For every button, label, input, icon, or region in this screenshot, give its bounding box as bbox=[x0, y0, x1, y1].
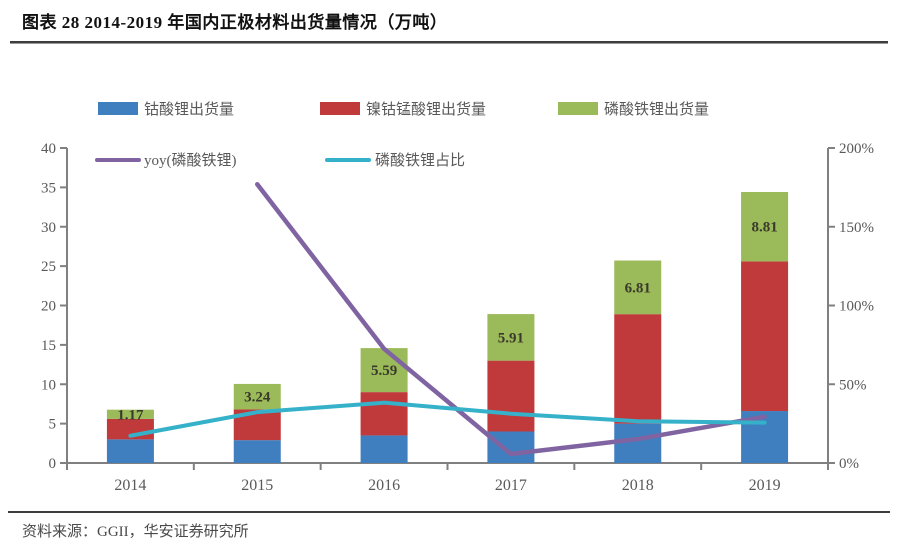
x-axis-category-label: 2019 bbox=[749, 477, 781, 494]
legend-item-yoy: yoy(磷酸铁锂) bbox=[95, 149, 237, 170]
bar-value-label: 6.81 bbox=[625, 280, 651, 296]
bar-segment-2014-0 bbox=[106, 439, 154, 463]
left-axis-tick-label: 25 bbox=[41, 259, 56, 275]
page-title: 图表 28 2014-2019 年国内正极材料出货量情况（万吨） bbox=[22, 13, 448, 32]
bar-segment-2017-2 bbox=[487, 314, 535, 361]
left-axis-tick-label: 30 bbox=[41, 220, 56, 236]
bar-value-label: 1.17 bbox=[117, 407, 144, 423]
footer-divider bbox=[8, 511, 890, 513]
bar-segment-2019-1 bbox=[741, 261, 789, 412]
bar-data-labels: 1.17 3.24 5.59 5.91 6.81 8.81 bbox=[117, 220, 777, 424]
bar-value-label: 3.24 bbox=[244, 390, 271, 406]
right-axis-tick-label: 150% bbox=[839, 220, 874, 236]
right-axis-tick-label: 0% bbox=[839, 456, 859, 472]
left-axis-tick-label: 5 bbox=[49, 417, 57, 433]
legend-item-lfp-share: 磷酸铁锂占比 bbox=[325, 149, 465, 170]
bar-segment-2016-1 bbox=[360, 392, 408, 436]
right-axis-tick-label: 200% bbox=[839, 141, 874, 157]
x-axis-category-label: 2014 bbox=[114, 477, 146, 494]
line-series-1 bbox=[128, 400, 767, 438]
x-axis-category-label: 2017 bbox=[495, 477, 527, 494]
right-axis-tick-label: 100% bbox=[839, 299, 874, 315]
bar-segment-2015-0 bbox=[233, 440, 281, 463]
axes-group: 0 5 10 15 20 25 30 35 40 0% 50% 100% 150% 200% 2014 201… bbox=[41, 141, 874, 494]
bar-value-label: 5.59 bbox=[371, 363, 397, 379]
left-axis-tick-label: 20 bbox=[41, 299, 56, 315]
bar-segment-2014-2 bbox=[106, 409, 154, 419]
left-axis-tick-label: 10 bbox=[41, 377, 56, 393]
bar-segment-2016-0 bbox=[360, 435, 408, 463]
legend-label-lco: 钴酸锂出货量 bbox=[144, 102, 235, 118]
x-axis-category-label: 2015 bbox=[241, 477, 273, 494]
bar-segment-2016-2 bbox=[360, 348, 408, 393]
bar-segment-2019-2 bbox=[741, 192, 789, 262]
left-axis-tick-label: 35 bbox=[41, 180, 56, 196]
bar-segment-2018-1 bbox=[614, 314, 662, 424]
left-axis-tick-label: 15 bbox=[41, 338, 56, 354]
bar-segment-2017-1 bbox=[487, 360, 535, 432]
bar-segment-2018-0 bbox=[614, 423, 662, 463]
legend-swatch-yoy-line bbox=[95, 157, 141, 162]
right-axis-tick-label: 50% bbox=[839, 377, 867, 393]
legend-item-lco: 钴酸锂出货量 bbox=[98, 98, 234, 119]
legend-label-lfp-share: 磷酸铁锂占比 bbox=[375, 153, 466, 169]
legend-item-lfp: 磷酸铁锂出货量 bbox=[558, 98, 709, 119]
left-axis-tick-label: 0 bbox=[49, 456, 57, 472]
legend-swatch-lco bbox=[98, 102, 138, 115]
x-axis-category-label: 2016 bbox=[368, 477, 400, 494]
bar-value-label: 8.81 bbox=[751, 220, 777, 236]
legend-swatch-ncm bbox=[320, 102, 360, 115]
legend-label-yoy: yoy(磷酸铁锂) bbox=[144, 153, 237, 169]
left-axis-tick-label: 40 bbox=[41, 141, 56, 157]
bar-segment-2018-2 bbox=[614, 260, 662, 315]
x-axis-category-label: 2018 bbox=[622, 477, 654, 494]
legend-label-ncm: 镍钴锰酸锂出货量 bbox=[366, 102, 487, 118]
bar-value-label: 5.91 bbox=[498, 330, 524, 346]
bar-segment-2017-0 bbox=[487, 431, 535, 463]
legend-item-ncm: 镍钴锰酸锂出货量 bbox=[320, 98, 486, 119]
legend-swatch-lfp bbox=[558, 102, 598, 115]
line-series-0 bbox=[255, 181, 767, 457]
bar-segment-2015-2 bbox=[233, 383, 281, 410]
source-note: 资料来源：GGII，华安证券研究所 bbox=[22, 524, 249, 540]
legend-label-lfp: 磷酸铁锂出货量 bbox=[604, 102, 710, 118]
title-divider bbox=[10, 41, 888, 44]
legend-swatch-lfp-share-line bbox=[325, 157, 371, 162]
